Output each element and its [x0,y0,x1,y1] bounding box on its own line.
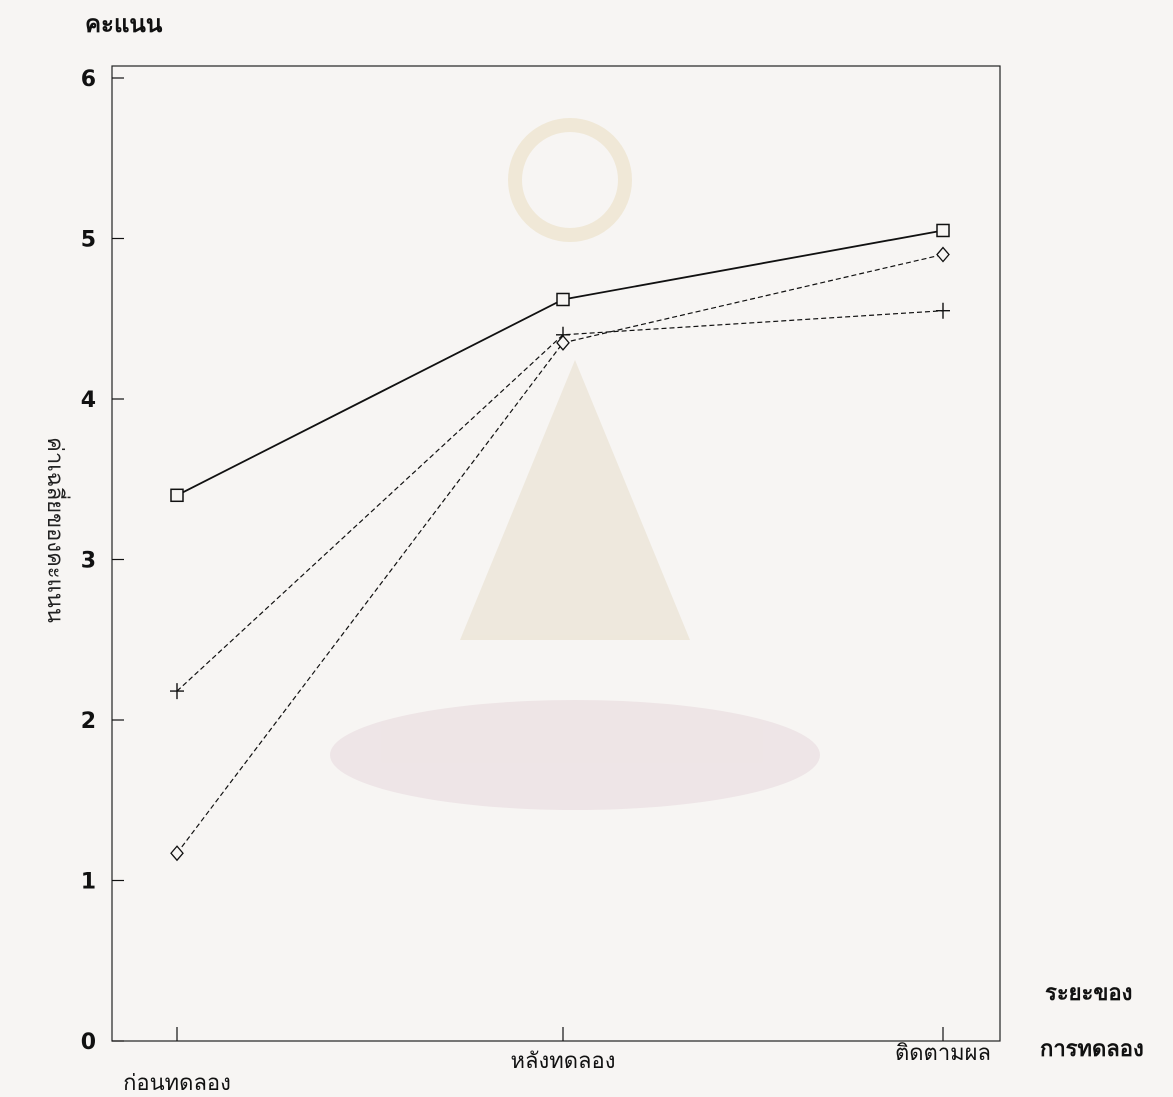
x-tick-label: ติดตามผล [895,1041,991,1066]
data-point-square [936,223,950,238]
data-point-plus [170,683,184,700]
y-axis-title: ค่าเฉลี่ยของคะแนน [42,437,71,623]
data-point-diamond [170,845,184,862]
x-axis-title-line1: ระยะของ [1045,981,1132,1006]
y-tick-label: 4 [81,388,96,413]
x-axis-title-line2: การทดลอง [1040,1037,1144,1062]
data-point-diamond [936,246,950,263]
series-line [176,253,944,854]
series-diamond [170,246,950,862]
y-tick-label: 3 [81,549,96,574]
y-tick-label: 6 [81,67,96,92]
y-axis: 0 1 2 3 4 5 6 [81,67,124,1055]
chart-top-label: คะแนน [85,10,163,38]
y-tick-label: 0 [81,1030,96,1055]
x-axis: ก่อนทดลอง หลังทดลอง ติดตามผล [123,1027,991,1096]
x-tick-label: หลังทดลอง [511,1049,616,1074]
watermark-emblem [330,118,820,810]
data-point-square [556,292,570,307]
series-line [176,310,944,692]
data-point-diamond [556,334,570,351]
series-plus [170,302,950,700]
data-point-plus [936,302,950,319]
data-point-square [170,488,184,503]
series-layer [170,223,950,862]
y-tick-label: 1 [81,870,96,895]
y-tick-label: 2 [81,709,96,734]
series-square [170,223,950,503]
x-tick-label: ก่อนทดลอง [123,1071,231,1096]
y-tick-label: 5 [81,228,96,253]
plot-frame [111,65,1001,1042]
